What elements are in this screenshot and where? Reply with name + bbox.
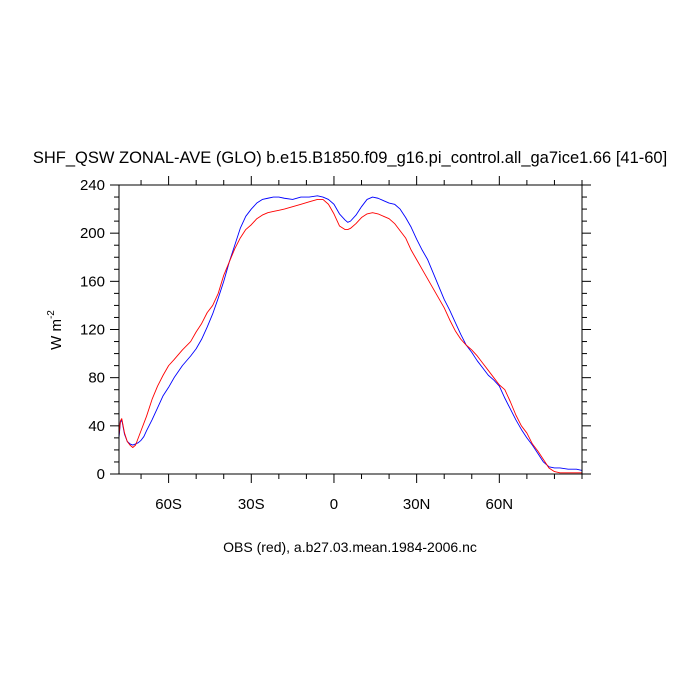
series-layer xyxy=(118,195,583,474)
x-tick-label: 0 xyxy=(330,496,338,513)
series-line-red xyxy=(118,198,582,474)
series-line-blue xyxy=(118,195,583,471)
y-tick-label: 240 xyxy=(80,177,105,194)
y-tick-label: 0 xyxy=(97,466,105,483)
x-tick-label: 30N xyxy=(403,496,431,513)
axis-ticks xyxy=(110,176,591,483)
y-tick-label: 80 xyxy=(88,370,105,387)
x-tick-label: 60S xyxy=(155,496,182,513)
x-tick-labels: 60S 30S 0 30N 60N xyxy=(155,496,513,513)
y-tick-label: 120 xyxy=(80,322,105,339)
y-axis-label-exponent: -2 xyxy=(46,310,57,319)
y-tick-label: 200 xyxy=(80,225,105,242)
plot-frame xyxy=(118,184,583,475)
y-axis-label-unit: W m xyxy=(48,319,65,350)
x-tick-label: 60N xyxy=(486,496,514,513)
y-tick-label: 160 xyxy=(80,273,105,290)
chart-title: SHF_QSW ZONAL-AVE (GLO) b.e15.B1850.f09_… xyxy=(33,149,667,167)
y-axis-label: W m-2 xyxy=(46,310,65,350)
y-tick-label: 40 xyxy=(88,418,105,435)
x-tick-label: 30S xyxy=(238,496,265,513)
y-tick-labels: 0 40 80 120 160 200 240 xyxy=(80,177,105,483)
chart-caption: OBS (red), a.b27.03.mean.1984-2006.nc xyxy=(223,539,477,555)
